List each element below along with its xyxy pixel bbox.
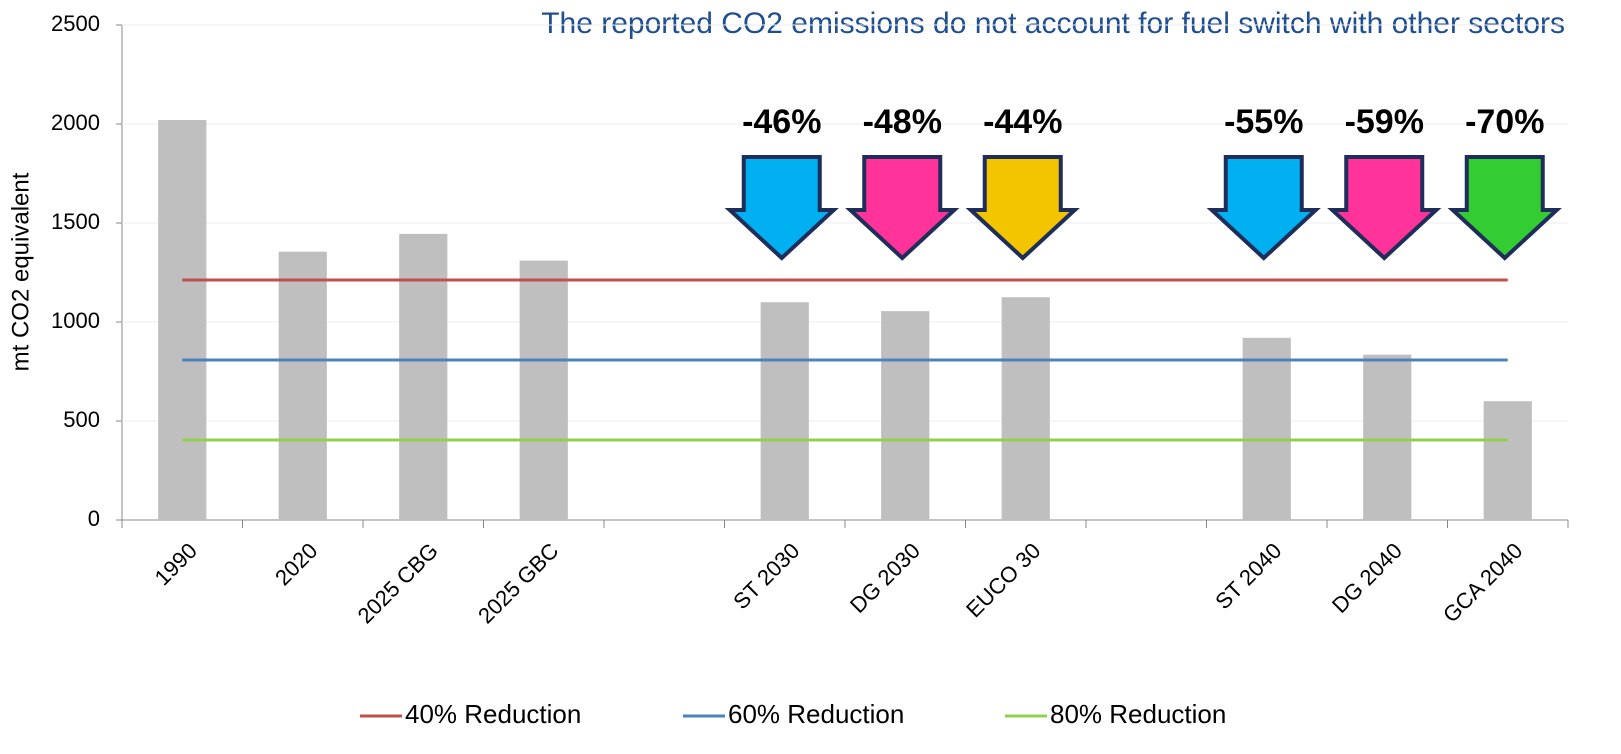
arrow <box>1327 155 1442 261</box>
y-tick-label: 2000 <box>51 110 100 135</box>
legend-label: 80% Reduction <box>1050 699 1226 729</box>
arrow <box>1447 155 1562 261</box>
bar <box>1483 401 1532 520</box>
bar <box>1242 337 1291 520</box>
x-tick-label: DG 2030 <box>845 538 925 618</box>
y-tick-label: 500 <box>63 407 100 432</box>
annotation-label: -46% <box>742 103 821 141</box>
legend-label: 40% Reduction <box>405 699 581 729</box>
x-tick-label: 1990 <box>150 538 202 590</box>
y-axis-label: mt CO2 equivalent <box>7 172 34 371</box>
x-tick-label: ST 2040 <box>1210 538 1286 614</box>
arrow <box>1206 155 1321 261</box>
bar <box>399 233 448 520</box>
x-tick-label: 2020 <box>270 538 322 590</box>
y-tick-label: 0 <box>88 506 100 531</box>
bar <box>1363 354 1412 520</box>
x-tick-label: 2025 CBG <box>353 538 443 628</box>
bar <box>278 251 327 520</box>
x-tick-label: GCA 2040 <box>1438 538 1527 627</box>
annotation-label: -70% <box>1465 103 1544 141</box>
bar <box>1001 297 1050 520</box>
legend-label: 60% Reduction <box>728 699 904 729</box>
y-tick-label: 1500 <box>51 209 100 234</box>
bar <box>881 311 930 520</box>
annotation-label: -44% <box>983 103 1062 141</box>
arrow <box>724 155 839 261</box>
y-tick-label: 2500 <box>51 11 100 36</box>
y-tick-label: 1000 <box>51 308 100 333</box>
x-tick-label: 2025 GBC <box>473 538 563 628</box>
arrow <box>965 155 1080 261</box>
annotation-label: -59% <box>1345 103 1424 141</box>
x-tick-label: ST 2030 <box>728 538 804 614</box>
bar <box>519 260 568 520</box>
bar <box>760 302 809 520</box>
bar <box>158 120 207 520</box>
annotation-label: -55% <box>1224 103 1303 141</box>
annotation-label: -48% <box>863 103 942 141</box>
arrow <box>845 155 960 261</box>
chart-title: The reported CO2 emissions do not accoun… <box>541 7 1565 40</box>
x-tick-label: DG 2040 <box>1327 538 1407 618</box>
x-tick-label: EUCO 30 <box>961 538 1045 622</box>
